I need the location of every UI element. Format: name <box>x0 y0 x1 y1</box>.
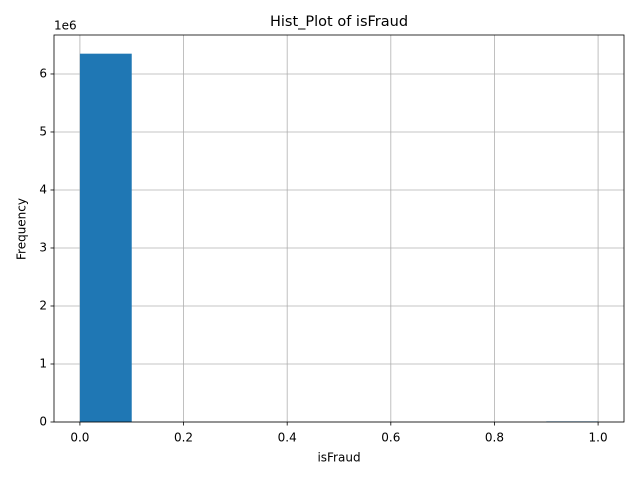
x-tick-label: 0.2 <box>174 431 193 445</box>
y-tick-label: 4 <box>39 182 47 196</box>
plot-frame <box>53 34 625 423</box>
x-tick-label: 0.6 <box>381 431 400 445</box>
y-tick-label: 1 <box>39 356 47 370</box>
y-tick-label: 2 <box>39 298 47 312</box>
x-tick-label: 1.0 <box>589 431 608 445</box>
x-axis-label: isFraud <box>317 451 360 465</box>
y-tick-label: 6 <box>39 66 47 80</box>
x-tick-label: 0.8 <box>485 431 504 445</box>
y-tick-label: 5 <box>39 124 47 138</box>
chart-title: Hist_Plot of isFraud <box>270 14 408 30</box>
y-tick-label: 3 <box>39 240 47 254</box>
bar <box>79 53 132 423</box>
x-tick-label: 0.0 <box>70 431 89 445</box>
x-tick-label: 0.4 <box>278 431 297 445</box>
y-axis-label: Frequency <box>15 198 29 260</box>
y-offset-label: 1e6 <box>54 19 77 33</box>
y-tick-label: 0 <box>39 415 47 429</box>
